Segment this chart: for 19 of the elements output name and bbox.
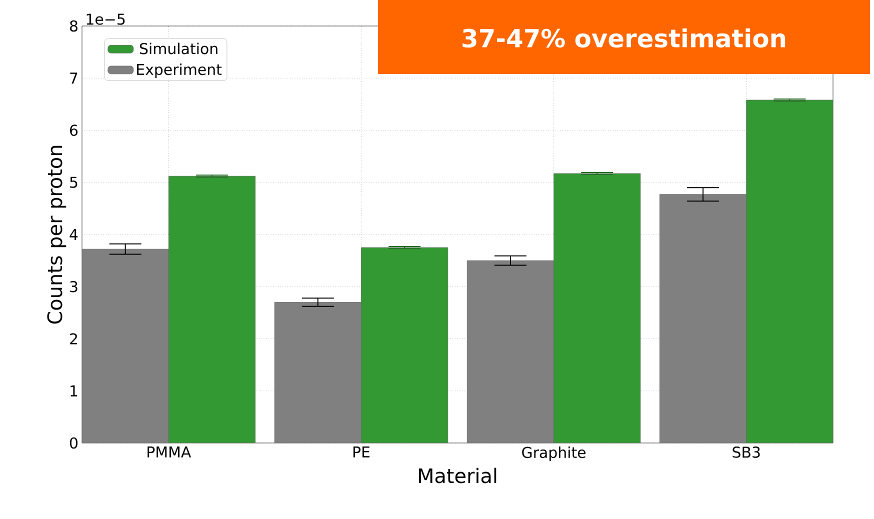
x-tick-label: PMMA <box>148 446 192 458</box>
x-tick-label: Graphite <box>522 446 586 461</box>
y-tick-label: 0 <box>70 437 78 449</box>
legend-label: Simulation <box>140 42 218 54</box>
y-tick-label: 4 <box>70 229 78 240</box>
y-tick-label: 2 <box>70 333 77 344</box>
x-axis-title: Material <box>418 468 496 484</box>
x-tick-label: SB3 <box>732 446 760 458</box>
y-axis-title: Counts per proton <box>47 146 66 324</box>
annotation: 37-47% overestimation <box>462 28 786 48</box>
y-tick-label: 5 <box>70 176 78 188</box>
legend-label: Experiment <box>137 64 222 78</box>
y-tick-label: 7 <box>70 72 78 84</box>
y-tick-label: 6 <box>70 124 78 136</box>
y-tick-label: 8 <box>70 20 78 32</box>
y-tick-label: 3 <box>70 280 78 292</box>
y-tick-label: 1 <box>70 385 78 396</box>
x-tick-label: PE <box>353 446 370 458</box>
text: 1e−5 <box>86 14 125 25</box>
